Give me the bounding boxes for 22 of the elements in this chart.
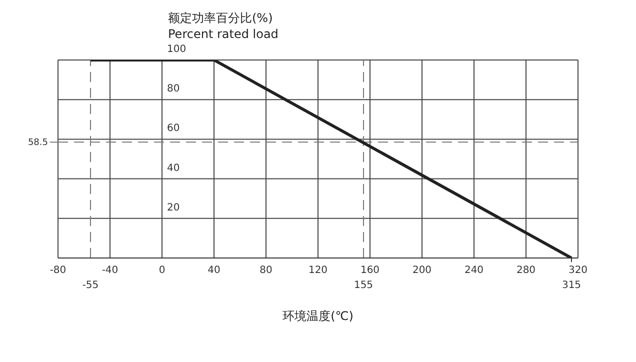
y-tick-label: 80	[167, 84, 180, 95]
y-tick-label: 60	[167, 123, 180, 134]
ref-line-label: 155	[354, 280, 374, 291]
x-tick-label: 80	[260, 265, 272, 276]
x-tick-label: 200	[412, 265, 432, 276]
x-axis-title: 环境温度(℃)	[282, 309, 354, 323]
x-tick-label: 320	[568, 265, 588, 276]
x-tick-label: -80	[50, 265, 66, 276]
x-tick-label: -40	[102, 265, 118, 276]
y-tick-label: 100	[167, 44, 186, 55]
x-tick-label: 280	[516, 265, 536, 276]
x-tick-label: 240	[464, 265, 484, 276]
y-tick-label: 20	[167, 202, 180, 214]
y-axis-title: 额定功率百分比(%) Percent rated load	[168, 10, 278, 42]
y-tick-label: 40	[167, 162, 180, 174]
ref-line-label: -55	[82, 280, 99, 291]
x-tick-label: 120	[308, 265, 328, 276]
x-tick-label: 160	[360, 265, 380, 276]
ref-line-label: 58.5	[28, 138, 48, 148]
x-tick-label: 40	[208, 265, 220, 276]
x-tick-label: 0	[158, 265, 166, 276]
annotation: 315	[562, 280, 582, 291]
